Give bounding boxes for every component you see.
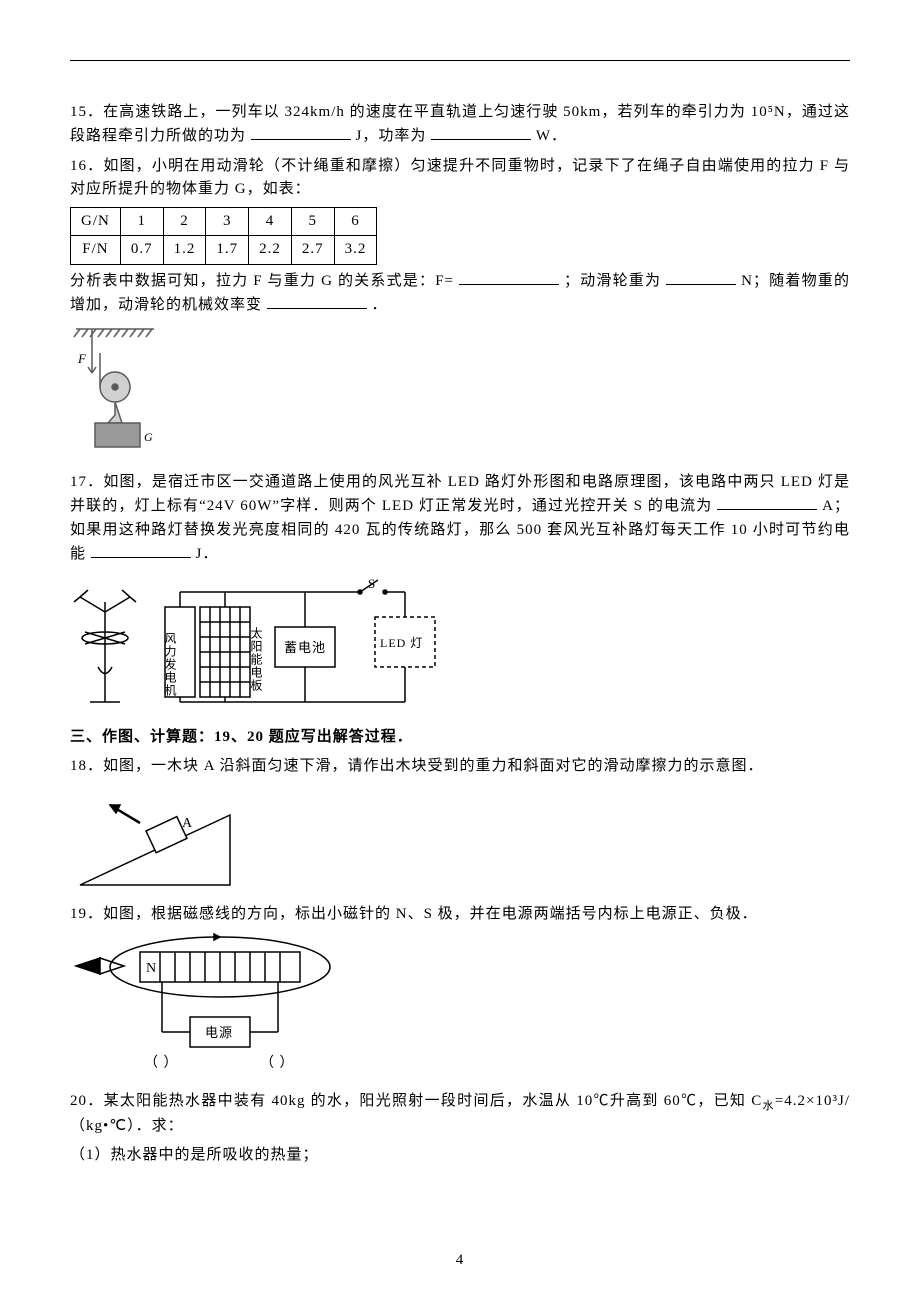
label-wind: 风力发电机 — [163, 632, 177, 697]
label-switch: S — [368, 576, 376, 591]
question-15: 15．在高速铁路上，一列车以 324km/h 的速度在平直轨道上匀速行驶 50k… — [70, 101, 850, 149]
q18-figure: A — [70, 785, 850, 895]
label-N: N — [146, 961, 157, 976]
q17-blank-current — [717, 494, 817, 510]
table-cell: 2 — [163, 208, 206, 236]
table-cell: 3 — [206, 208, 249, 236]
pulley-diagram-icon: F G — [70, 323, 160, 463]
label-power: 电源 — [205, 1025, 233, 1040]
q16-blank-weight — [666, 269, 736, 285]
table-cell: 1.2 — [163, 236, 206, 264]
table-cell: 2.7 — [291, 236, 334, 264]
q16-blank-eff — [267, 293, 367, 309]
table-cell: G/N — [71, 208, 121, 236]
page-content: 15．在高速铁路上，一列车以 324km/h 的速度在平直轨道上匀速行驶 50k… — [0, 0, 920, 1213]
q17-blank-energy — [91, 542, 191, 558]
table-cell: 4 — [249, 208, 292, 236]
table-cell: 2.2 — [249, 236, 292, 264]
label-led: LED 灯 — [380, 636, 423, 650]
label-battery: 蓄电池 — [284, 640, 326, 655]
q15-blank-work — [251, 124, 351, 140]
table-cell: 3.2 — [334, 236, 377, 264]
table-cell: 6 — [334, 208, 377, 236]
q17-figure: 风力发电机 太阳能电板 蓄电池 S LED 灯 — [70, 572, 850, 712]
electromagnet-icon: N 电源 （ ） （ ） — [70, 932, 340, 1082]
question-17: 17．如图，是宿迁市区一交通道路上使用的风光互补 LED 路灯外形图和电路原理图… — [70, 471, 850, 566]
paren-left: （ ） — [144, 1055, 179, 1071]
q15-unit-2: W． — [536, 128, 567, 144]
question-16-after: 分析表中数据可知，拉力 F 与重力 G 的关系式是：F= ；动滑轮重为 N；随着… — [70, 269, 850, 318]
q16-figure: F G — [70, 323, 850, 463]
label-F: F — [77, 351, 87, 366]
paren-right: （ ） — [260, 1055, 295, 1071]
table-cell: 5 — [291, 208, 334, 236]
wind-solar-circuit-icon: 风力发电机 太阳能电板 蓄电池 S LED 灯 — [70, 572, 450, 712]
section-3-title: 三、作图、计算题：19、20 题应写出解答过程． — [70, 726, 850, 749]
q16-text-d: ． — [372, 297, 388, 313]
question-19: 19．如图，根据磁感线的方向，标出小磁针的 N、S 极，并在电源两端括号内标上电… — [70, 903, 850, 926]
label-A: A — [182, 816, 193, 831]
table-cell: 0.7 — [120, 236, 163, 264]
q20-text-1a: 20．某太阳能热水器中装有 40kg 的水，阳光照射一段时间后，水温从 10℃升… — [70, 1093, 762, 1109]
page-number: 4 — [0, 1249, 920, 1272]
q20-sub: 水 — [762, 1100, 775, 1112]
table-cell: 1.7 — [206, 236, 249, 264]
q15-blank-power — [431, 124, 531, 140]
table-row: F/N 0.7 1.2 1.7 2.2 2.7 3.2 — [71, 236, 377, 264]
q15-unit-1: J，功率为 — [356, 128, 427, 144]
table-cell: 1 — [120, 208, 163, 236]
q16-text-b: ；动滑轮重为 — [564, 273, 661, 289]
q16-table: G/N 1 2 3 4 5 6 F/N 0.7 1.2 1.7 2.2 2.7 … — [70, 207, 377, 265]
label-G: G — [144, 430, 154, 444]
label-solar: 太阳能电板 — [249, 626, 263, 692]
q19-figure: N 电源 （ ） （ ） — [70, 932, 850, 1082]
q16-blank-formula — [459, 269, 559, 285]
question-18: 18．如图，一木块 A 沿斜面匀速下滑，请作出木块受到的重力和斜面对它的滑动摩擦… — [70, 755, 850, 778]
q17-text-3: J． — [196, 546, 219, 562]
incline-block-icon: A — [70, 785, 240, 895]
q16-text-a: 分析表中数据可知，拉力 F 与重力 G 的关系式是：F= — [70, 273, 454, 289]
question-16-intro: 16．如图，小明在用动滑轮（不计绳重和摩擦）匀速提升不同重物时，记录下了在绳子自… — [70, 155, 850, 202]
table-cell: F/N — [71, 236, 121, 264]
question-20-line2: （1）热水器中的是所吸收的热量； — [70, 1144, 850, 1167]
question-20-line1: 20．某太阳能热水器中装有 40kg 的水，阳光照射一段时间后，水温从 10℃升… — [70, 1090, 850, 1138]
table-row: G/N 1 2 3 4 5 6 — [71, 208, 377, 236]
top-rule — [70, 60, 850, 61]
